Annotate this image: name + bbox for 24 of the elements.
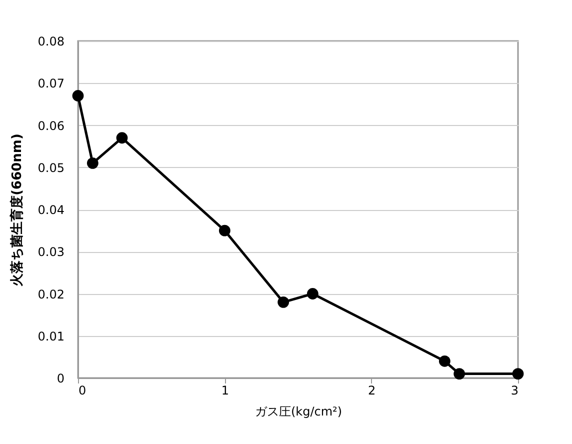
point — [306, 288, 318, 300]
y-tick-label: 0.07 — [38, 76, 64, 91]
x-axis-title: ガス圧(kg/cm²) — [254, 404, 342, 418]
point — [278, 296, 290, 308]
point — [438, 355, 450, 367]
y-tick-label: 0.06 — [38, 118, 64, 133]
y-tick-label: 0.08 — [38, 34, 64, 48]
point — [86, 157, 98, 169]
point — [218, 224, 230, 236]
y-tick-label: 0.03 — [38, 245, 64, 260]
y-tick-label: 0.05 — [38, 160, 64, 175]
point — [512, 368, 524, 380]
y-tick-label: 0.02 — [38, 287, 64, 302]
y-axis-title: 火落ち菌生育度(660nm) — [8, 134, 25, 288]
x-tick-label: 1 — [221, 384, 229, 398]
point — [116, 132, 128, 144]
x-tick-label: 0 — [78, 384, 86, 398]
point — [72, 90, 84, 102]
x-tick-label: 2 — [368, 384, 376, 398]
x-tick-label: 3 — [510, 384, 518, 398]
y-tick-label: 0 — [56, 372, 64, 386]
y-tick-label: 0.04 — [38, 203, 64, 217]
y-tick-label: 0.01 — [38, 329, 64, 344]
point — [454, 368, 466, 380]
